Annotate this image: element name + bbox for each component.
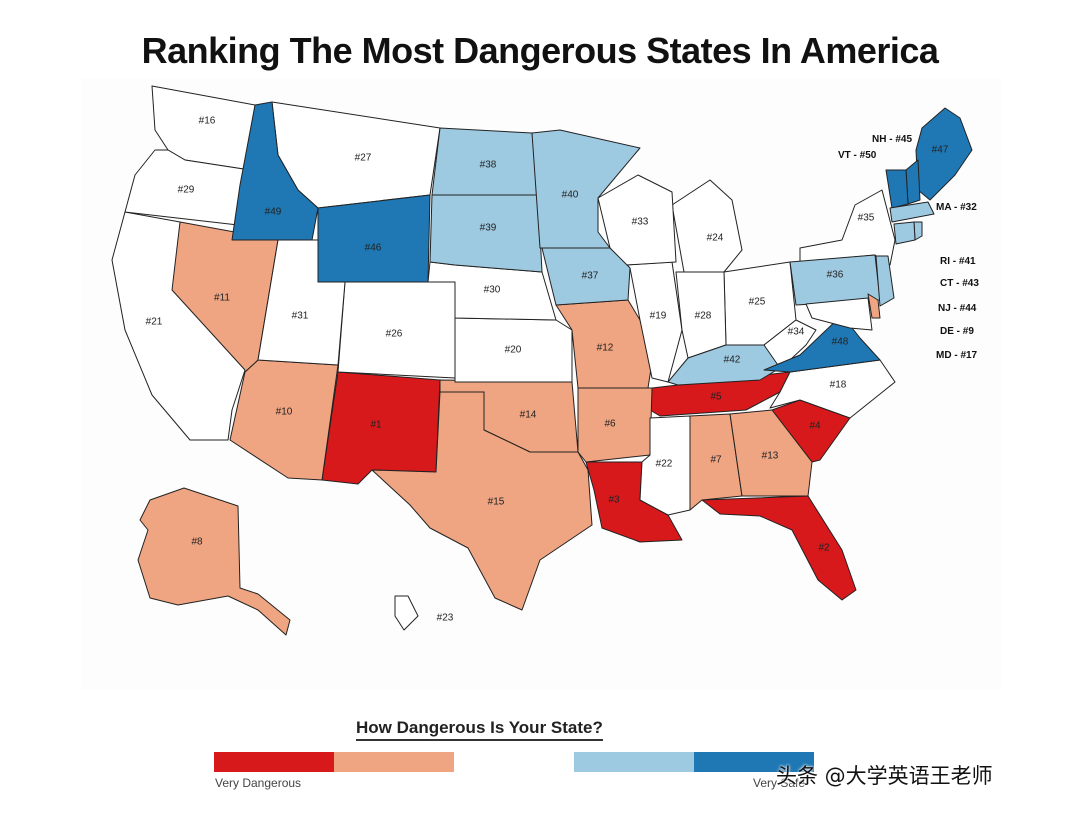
rank-label-mo: #12: [597, 343, 614, 354]
rank-label-wa: #16: [199, 116, 216, 127]
map-title: Ranking The Most Dangerous States In Ame…: [141, 30, 939, 71]
state-ga: [729, 409, 813, 497]
rank-label-ny: #35: [858, 213, 875, 224]
legend-color-scale: [214, 752, 814, 772]
rank-label-in: #28: [695, 311, 712, 322]
rank-label-mi: #24: [707, 233, 724, 244]
state-id: [231, 101, 319, 241]
rank-label-co: #26: [386, 329, 403, 340]
rank-label-nd: #38: [480, 160, 497, 171]
state-ny: [799, 189, 896, 266]
side-label-nj: NJ - #44: [938, 303, 977, 314]
rank-label-al: #7: [710, 455, 722, 466]
rank-label-ca: #21: [146, 317, 163, 328]
rank-label-wy: #46: [365, 243, 382, 254]
state-mo: [555, 299, 653, 389]
rank-label-ky: #42: [724, 355, 741, 366]
state-sd: [429, 194, 543, 273]
state-mi: [671, 179, 743, 273]
legend-low-label: Very Dangerous: [215, 776, 302, 790]
state-mn: [531, 129, 641, 249]
rank-label-pa: #36: [827, 270, 844, 281]
state-hi: [394, 595, 419, 631]
rank-label-la: #3: [608, 495, 620, 506]
rank-label-az: #10: [276, 407, 293, 418]
rank-label-sc: #4: [809, 421, 821, 432]
watermark: 头条 @大学英语王老师: [776, 764, 993, 788]
legend-swatch-dangerous: [334, 752, 454, 772]
rank-label-fl: #2: [818, 543, 830, 554]
rank-label-mt: #27: [355, 153, 372, 164]
legend-swatch-middle: [454, 752, 574, 772]
legend-title: How Dangerous Is Your State?: [356, 718, 603, 741]
state-ma: [889, 201, 935, 223]
rank-label-hi: #23: [437, 613, 454, 624]
legend-swatch-very-dangerous: [214, 752, 334, 772]
state-ca: [111, 211, 246, 441]
rank-label-id: #49: [265, 207, 282, 218]
legend-swatch-very-safe: [694, 752, 814, 772]
side-label-ri: RI - #41: [940, 256, 976, 267]
state-vt: [885, 169, 909, 209]
rank-label-or: #29: [178, 185, 195, 196]
rank-label-ne: #30: [484, 285, 501, 296]
side-label-ct: CT - #43: [940, 278, 979, 289]
legend-high-label: Very Safe: [753, 776, 806, 790]
state-va: [763, 314, 881, 373]
map-panel: #1 #2 #3 #4 #5 #6 #7 #8 #10 #11 #12 #13 #14 #15 #16 #18…: [82, 78, 1002, 690]
rank-label-wv: #34: [788, 327, 805, 338]
state-az: [229, 359, 339, 481]
rank-label-tn: #5: [710, 392, 722, 403]
rank-label-ar: #6: [604, 419, 616, 430]
rank-label-me: #47: [932, 145, 949, 156]
rank-label-ok: #14: [520, 410, 537, 421]
rank-label-ak: #8: [191, 537, 203, 548]
rank-label-oh: #25: [749, 297, 766, 308]
rank-label-ga: #13: [762, 451, 779, 462]
state-md: [805, 297, 873, 331]
state-ky: [667, 344, 781, 386]
rank-label-ms: #22: [656, 459, 673, 470]
rank-label-ia: #37: [582, 271, 599, 282]
rank-label-va: #48: [832, 337, 849, 348]
side-label-ma: MA - #32: [936, 202, 977, 213]
side-label-vt: VT - #50: [838, 150, 877, 161]
side-label-nh: NH - #45: [872, 134, 912, 145]
state-wy: [317, 194, 431, 283]
state-il: [625, 261, 683, 383]
rank-label-ut: #31: [292, 311, 309, 322]
state-nc: [769, 359, 896, 419]
rank-label-sd: #39: [480, 223, 497, 234]
rank-label-nc: #18: [830, 380, 847, 391]
rank-label-mn: #40: [562, 190, 579, 201]
us-states-map: #1 #2 #3 #4 #5 #6 #7 #8 #10 #11 #12 #13 #14 #15 #16 #18…: [111, 85, 979, 636]
state-ct: [893, 221, 916, 245]
side-label-md: MD - #17: [936, 350, 978, 361]
rank-label-ks: #20: [505, 345, 522, 356]
side-label-de: DE - #9: [940, 326, 974, 337]
rank-label-il: #19: [650, 311, 667, 322]
state-ms: [639, 415, 691, 516]
state-nj: [875, 255, 895, 307]
state-fl: [701, 495, 857, 601]
state-de: [867, 293, 881, 319]
rank-label-wi: #33: [632, 217, 649, 228]
legend-swatch-safe: [574, 752, 694, 772]
rank-label-nm: #1: [370, 420, 382, 431]
state-tx: [371, 391, 593, 611]
state-ak: [137, 487, 291, 636]
rank-label-tx: #15: [488, 497, 505, 508]
rank-label-nv: #11: [214, 293, 230, 304]
